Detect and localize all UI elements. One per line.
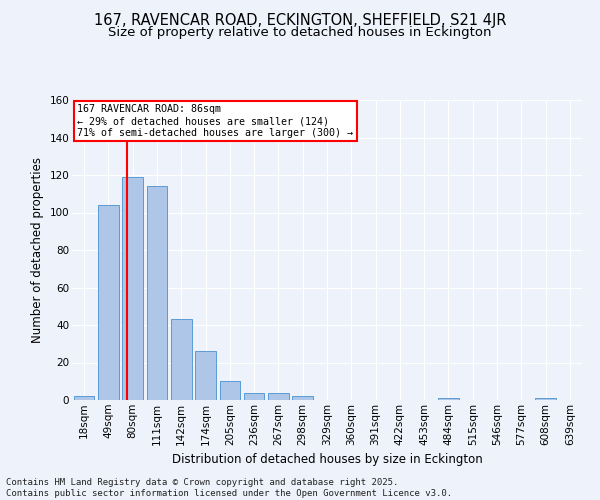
Bar xyxy=(122,177,143,400)
Text: Size of property relative to detached houses in Eckington: Size of property relative to detached ho… xyxy=(108,26,492,39)
Text: 167, RAVENCAR ROAD, ECKINGTON, SHEFFIELD, S21 4JR: 167, RAVENCAR ROAD, ECKINGTON, SHEFFIELD… xyxy=(94,12,506,28)
Bar xyxy=(535,398,556,400)
Bar xyxy=(195,351,216,400)
X-axis label: Distribution of detached houses by size in Eckington: Distribution of detached houses by size … xyxy=(172,453,482,466)
Text: Contains HM Land Registry data © Crown copyright and database right 2025.
Contai: Contains HM Land Registry data © Crown c… xyxy=(6,478,452,498)
Text: 167 RAVENCAR ROAD: 86sqm
← 29% of detached houses are smaller (124)
71% of semi-: 167 RAVENCAR ROAD: 86sqm ← 29% of detach… xyxy=(77,104,353,138)
Bar xyxy=(220,381,240,400)
Bar xyxy=(292,396,313,400)
Bar xyxy=(74,396,94,400)
Y-axis label: Number of detached properties: Number of detached properties xyxy=(31,157,44,343)
Bar xyxy=(98,205,119,400)
Bar xyxy=(268,392,289,400)
Bar xyxy=(171,320,191,400)
Bar xyxy=(146,186,167,400)
Bar xyxy=(438,398,459,400)
Bar xyxy=(244,392,265,400)
